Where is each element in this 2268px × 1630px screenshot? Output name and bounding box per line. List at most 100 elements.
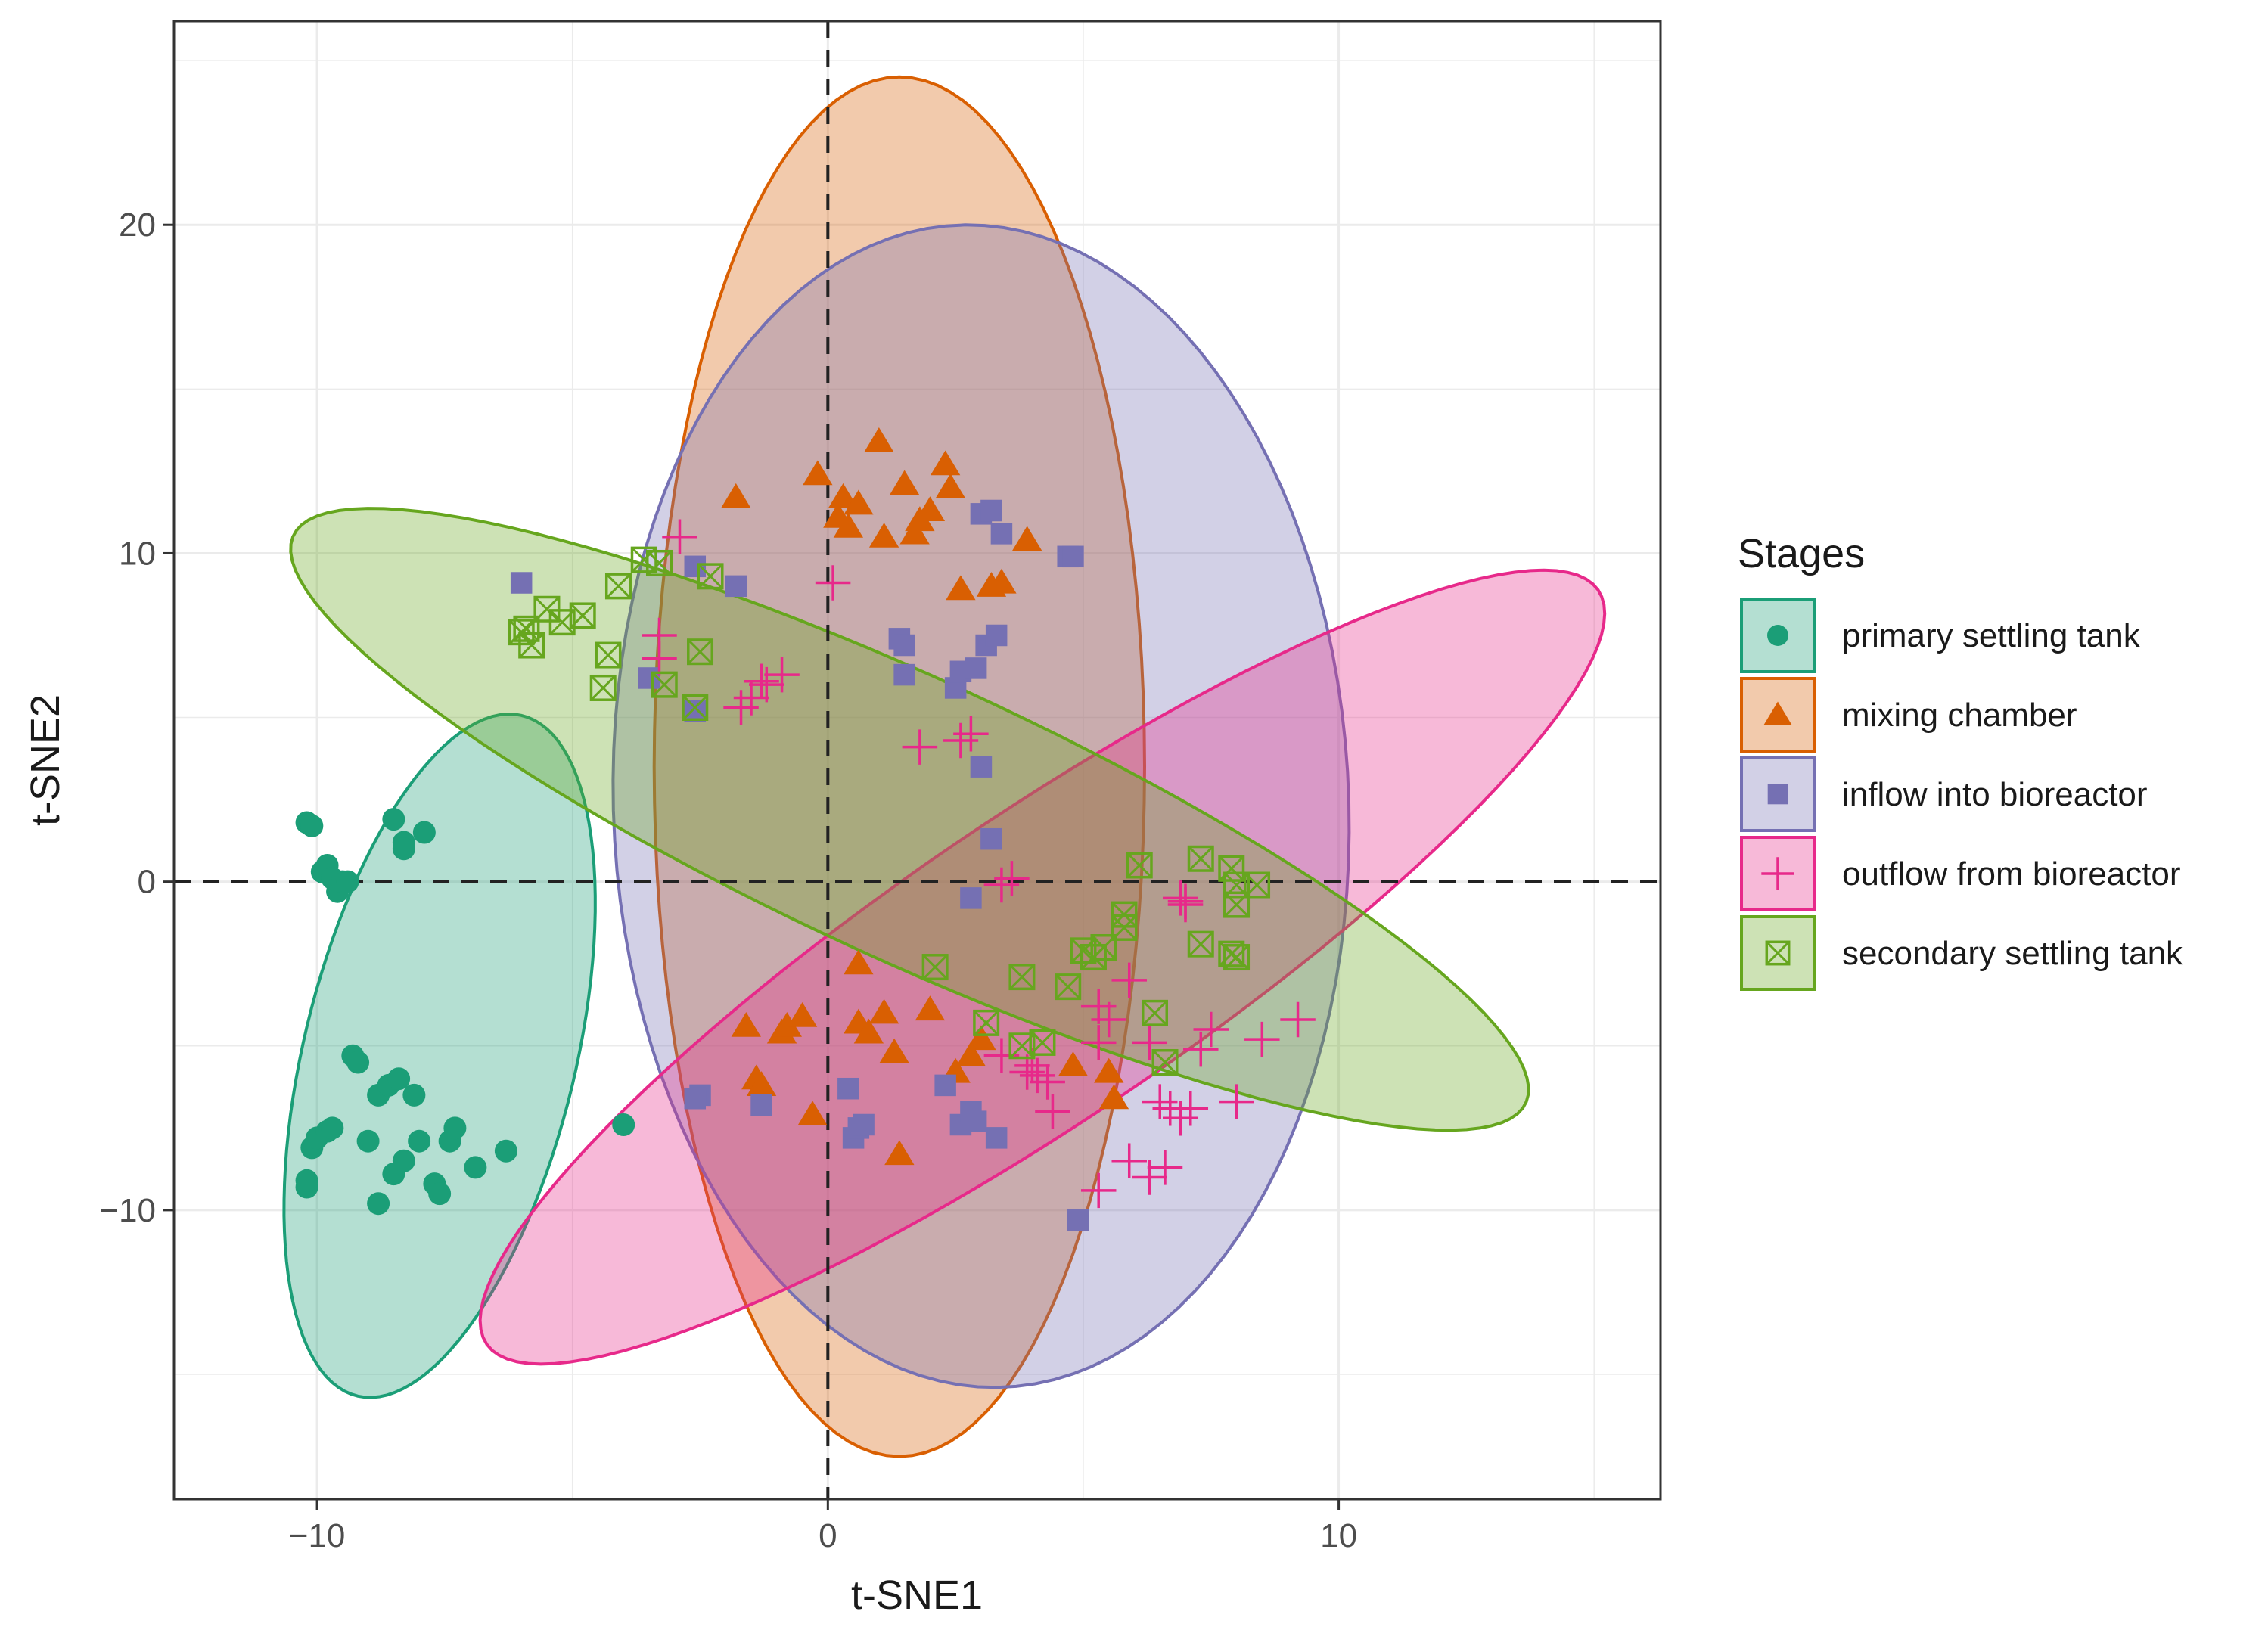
data-point xyxy=(980,499,1002,522)
series-square-x xyxy=(508,546,1271,1076)
legend-marker xyxy=(1767,784,1788,805)
x-axis-title: t-SNE1 xyxy=(851,1573,983,1618)
data-point xyxy=(1111,1143,1147,1178)
series-square xyxy=(510,499,1089,1231)
data-point xyxy=(464,1156,487,1179)
data-point xyxy=(803,460,833,486)
data-point xyxy=(589,674,617,701)
data-point xyxy=(966,1025,996,1051)
confidence-ellipses xyxy=(282,75,1607,1458)
data-point xyxy=(1223,944,1251,971)
data-point xyxy=(684,1087,707,1110)
data-point xyxy=(921,954,949,981)
data-point xyxy=(569,602,596,629)
data-point xyxy=(443,1116,467,1140)
data-point xyxy=(1187,845,1214,872)
data-point xyxy=(346,1051,370,1074)
data-point xyxy=(980,827,1002,850)
legend-label: mixing chamber xyxy=(1842,697,2077,734)
data-point xyxy=(295,1169,318,1192)
data-point xyxy=(1098,1084,1129,1110)
data-point xyxy=(595,641,622,669)
legend-title: Stages xyxy=(1738,531,1865,576)
legend-label: inflow into bioreactor xyxy=(1842,776,2148,813)
legend-item: primary settling tank xyxy=(1740,598,2141,673)
legend-label: primary settling tank xyxy=(1842,617,2141,654)
data-point xyxy=(1055,973,1082,1001)
data-point xyxy=(300,814,324,837)
data-point xyxy=(973,1009,1000,1036)
y-tick-label: 0 xyxy=(138,864,156,901)
legend-item: mixing chamber xyxy=(1740,677,2077,753)
data-point xyxy=(1058,1051,1089,1076)
data-point xyxy=(1280,1001,1316,1038)
data-point xyxy=(723,690,759,725)
panel-border xyxy=(172,20,1662,1501)
confidence-ellipse xyxy=(478,568,1607,1366)
data-point xyxy=(1244,871,1271,899)
data-point xyxy=(1142,1084,1178,1119)
confidence-ellipse xyxy=(652,75,1147,1458)
data-point xyxy=(953,716,989,752)
data-point xyxy=(1187,930,1214,958)
data-point xyxy=(428,1182,452,1206)
data-point xyxy=(746,1071,777,1096)
data-point xyxy=(934,1074,956,1097)
data-point xyxy=(946,575,976,601)
data-point xyxy=(408,1129,431,1153)
data-points xyxy=(295,427,1316,1231)
data-point xyxy=(697,563,724,590)
x-tick-label: 0 xyxy=(819,1517,837,1554)
legend-label: secondary settling tank xyxy=(1842,935,2183,972)
data-point xyxy=(1035,1094,1070,1129)
data-point xyxy=(864,427,894,452)
data-point xyxy=(772,1011,802,1037)
data-point xyxy=(893,663,915,686)
legend-marker xyxy=(1763,701,1792,725)
reference-lines xyxy=(174,21,1661,1499)
data-point xyxy=(1009,1054,1045,1090)
data-point xyxy=(1062,545,1084,568)
data-point xyxy=(1183,1031,1219,1067)
data-point xyxy=(662,519,697,554)
y-axis-title: t-SNE2 xyxy=(23,694,68,826)
data-point xyxy=(684,700,707,722)
y-tick-label: 20 xyxy=(119,206,156,244)
data-point xyxy=(510,572,533,594)
data-point xyxy=(815,565,851,601)
data-point xyxy=(387,1067,411,1091)
data-point xyxy=(1132,1025,1167,1060)
y-axis-ticks: −10 0 10 20 xyxy=(99,206,174,1229)
data-point xyxy=(935,473,966,498)
data-point xyxy=(853,1113,875,1136)
data-point xyxy=(1067,1209,1089,1231)
data-point xyxy=(392,837,415,861)
legend-label: outflow from bioreactor xyxy=(1842,855,2181,893)
data-point xyxy=(1141,999,1168,1026)
data-point xyxy=(651,671,678,698)
data-point xyxy=(612,1113,635,1136)
data-point xyxy=(721,483,751,508)
data-point xyxy=(1167,883,1204,919)
data-point xyxy=(1080,1025,1117,1060)
data-point xyxy=(985,624,1008,647)
data-point xyxy=(868,522,899,548)
data-point xyxy=(915,496,946,522)
data-point xyxy=(893,634,915,657)
data-point xyxy=(1151,1048,1179,1076)
data-point xyxy=(1008,964,1036,991)
data-point xyxy=(797,1101,828,1126)
panel-background xyxy=(174,21,1661,1499)
legend-marker xyxy=(1765,940,1791,966)
data-point xyxy=(1132,1160,1167,1195)
legend-item: inflow into bioreactor xyxy=(1740,756,2148,832)
data-point xyxy=(725,575,747,598)
legend-item: outflow from bioreactor xyxy=(1740,836,2181,911)
data-point xyxy=(1244,1021,1280,1057)
data-point xyxy=(853,1018,884,1044)
data-point xyxy=(402,1083,426,1107)
data-point xyxy=(764,657,800,693)
data-point xyxy=(321,1116,344,1140)
series-plus xyxy=(642,519,1316,1209)
